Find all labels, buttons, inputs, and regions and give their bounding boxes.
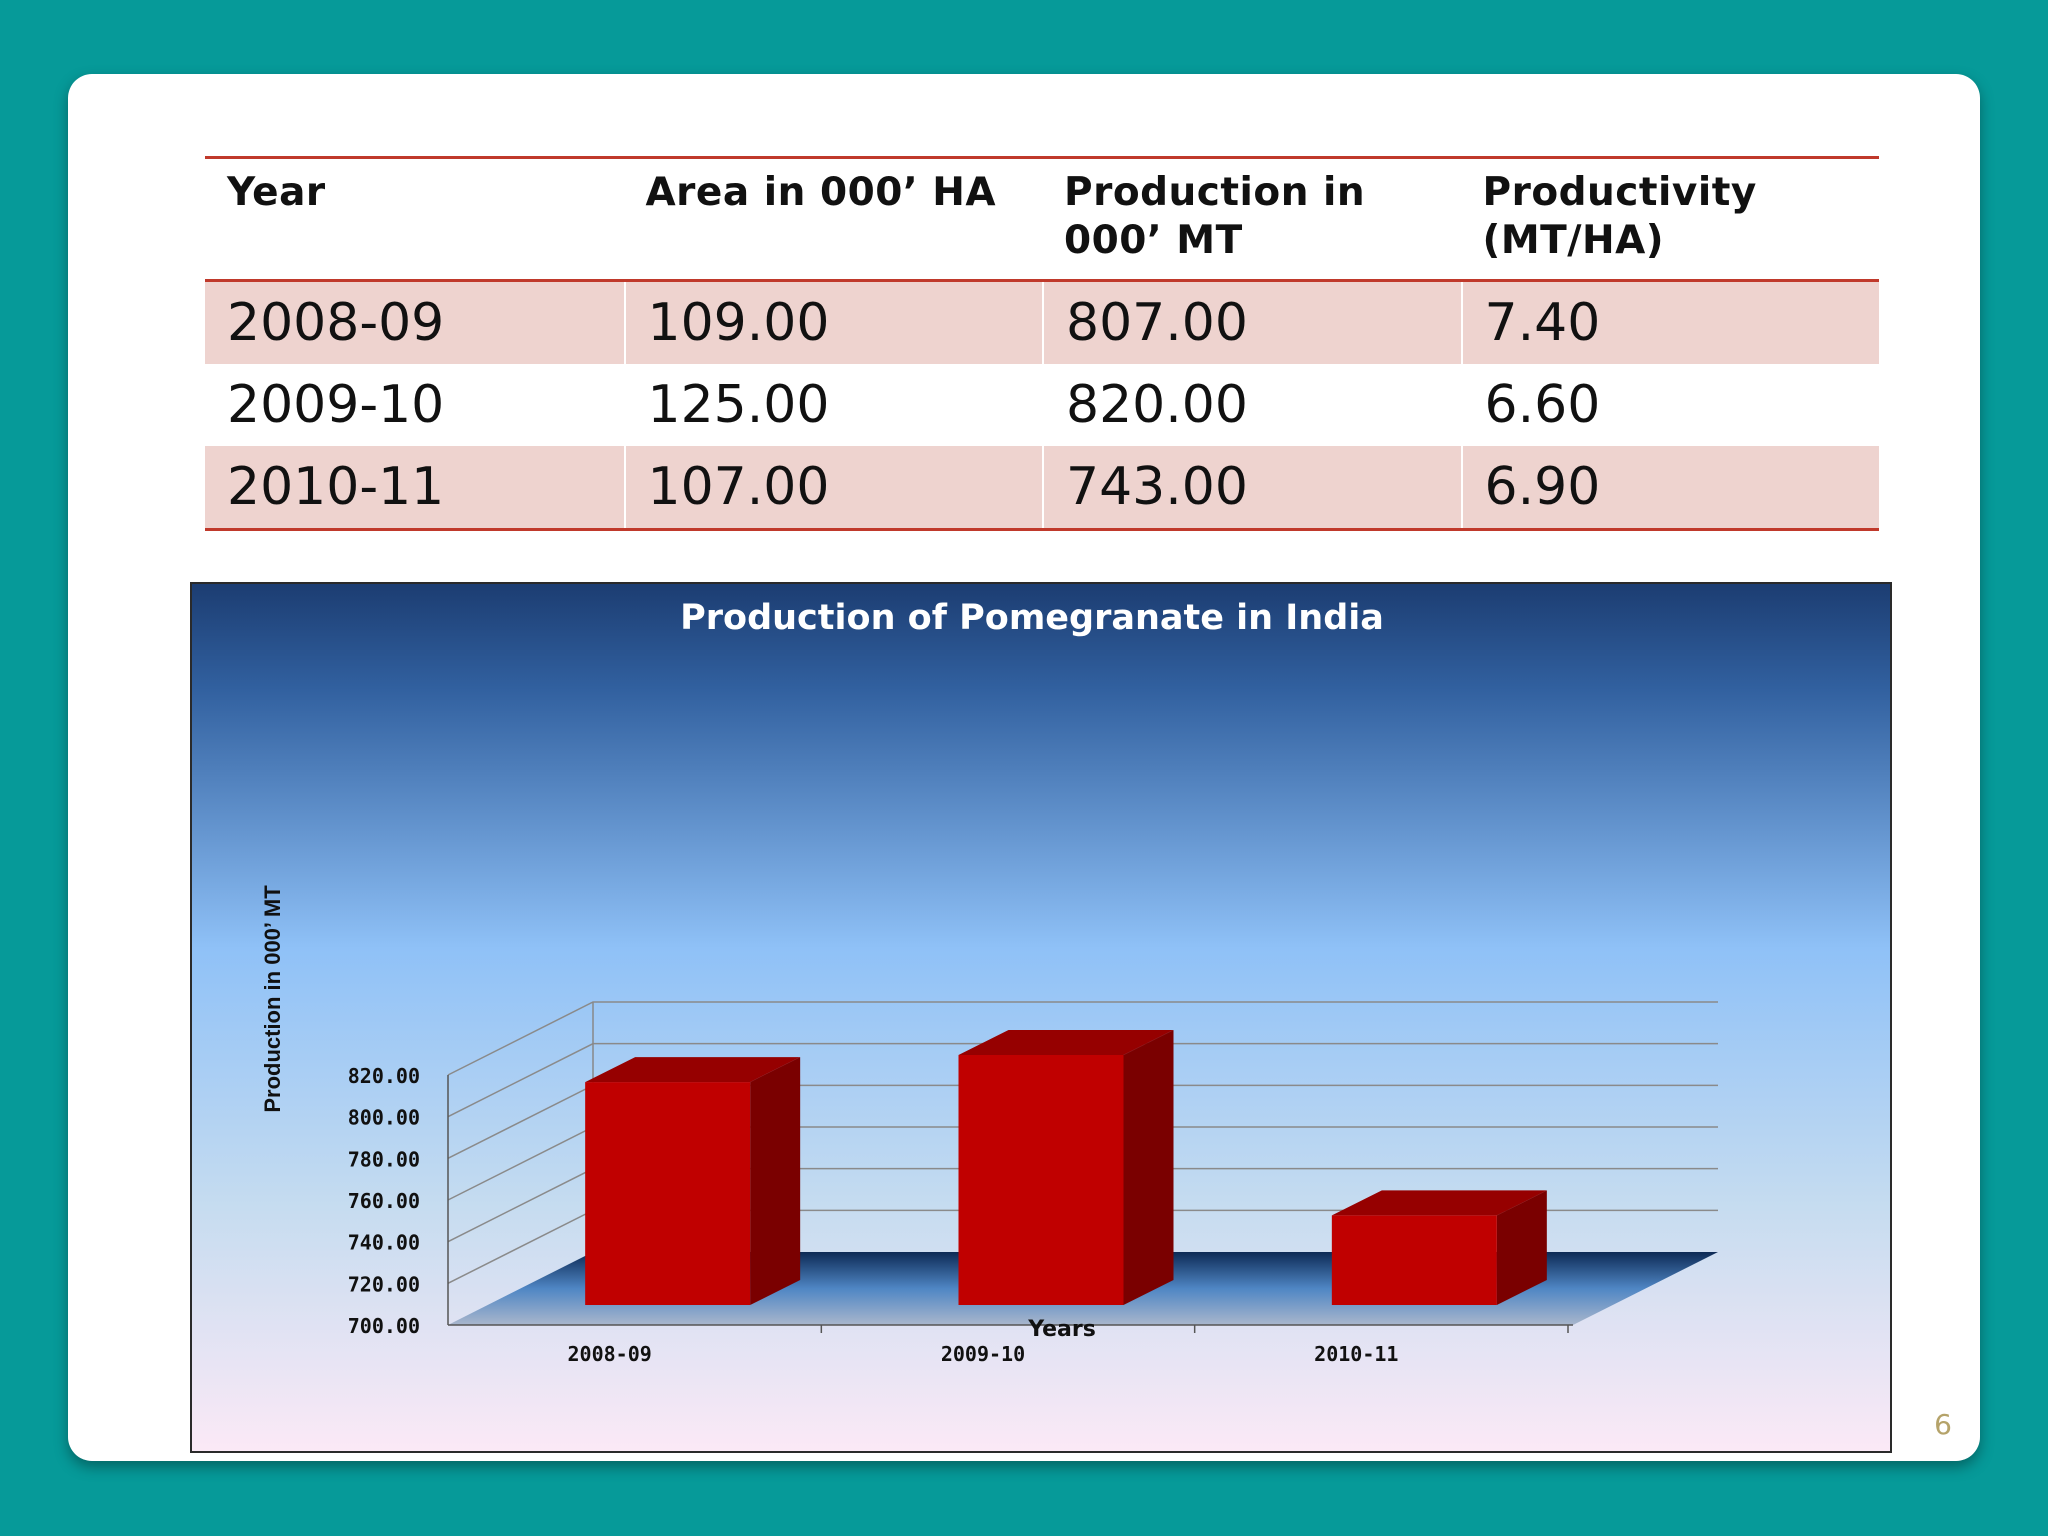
y-tick-label: 700.00 bbox=[348, 1314, 420, 1338]
bar-side bbox=[750, 1057, 801, 1305]
cell-productivity: 6.60 bbox=[1460, 364, 1879, 446]
header-productivity: Productivity (MT/HA) bbox=[1482, 170, 1757, 263]
production-table: Year Area in 000’ HA Production in 000’ … bbox=[205, 156, 1879, 531]
y-tick-label: 760.00 bbox=[348, 1189, 420, 1213]
bar-top bbox=[585, 1057, 801, 1083]
cell-productivity: 7.40 bbox=[1460, 282, 1879, 364]
x-tick-label: 2008-09 bbox=[568, 1342, 652, 1366]
bar-top bbox=[958, 1030, 1174, 1055]
bar-side bbox=[1496, 1190, 1547, 1305]
bar-top bbox=[1331, 1190, 1547, 1216]
table-header-row: Year Area in 000’ HA Production in 000’ … bbox=[205, 159, 1879, 282]
header-area: Area in 000’ HA bbox=[645, 170, 997, 215]
chart-title: Production of Pomegranate in India bbox=[680, 598, 1384, 638]
x-tick-label: 2010-11 bbox=[1314, 1342, 1398, 1366]
table-row: 2010-11 107.00 743.00 6.90 bbox=[205, 446, 1879, 528]
bars-layer bbox=[585, 1030, 1547, 1305]
cell-production: 807.00 bbox=[1042, 282, 1461, 364]
table-row: 2009-10 125.00 820.00 6.60 bbox=[205, 364, 1879, 446]
header-production: Production in 000’ MT bbox=[1064, 170, 1366, 263]
bar bbox=[958, 1055, 1124, 1305]
cell-productivity: 6.90 bbox=[1460, 446, 1879, 528]
y-tick-label: 780.00 bbox=[348, 1147, 420, 1171]
production-chart: 700.00 720.00 740.00 760.00 780.00 800.00 820.… bbox=[190, 582, 1892, 1453]
y-tick-label: 820.00 bbox=[348, 1064, 420, 1088]
slide: Year Area in 000’ HA Production in 000’ … bbox=[68, 74, 1980, 1461]
y-axis-title: Production in 000’ MT bbox=[260, 885, 285, 1113]
cell-year: 2008-09 bbox=[205, 282, 624, 364]
cell-production: 743.00 bbox=[1042, 446, 1461, 528]
cell-year: 2009-10 bbox=[205, 364, 624, 446]
table-row: 2008-09 109.00 807.00 7.40 bbox=[205, 282, 1879, 364]
page-number: 6 bbox=[1934, 1408, 1952, 1441]
bar-chart-svg: 700.00 720.00 740.00 760.00 780.00 800.00 820.… bbox=[192, 584, 1890, 1451]
bar bbox=[1331, 1215, 1497, 1305]
labels-layer: 700.00 720.00 740.00 760.00 780.00 800.00 820.… bbox=[348, 1064, 1399, 1366]
x-axis-title: Years bbox=[1027, 1317, 1096, 1342]
bar bbox=[585, 1082, 751, 1305]
cell-area: 107.00 bbox=[623, 446, 1042, 528]
x-tick-label: 2009-10 bbox=[941, 1342, 1025, 1366]
cell-production: 820.00 bbox=[1042, 364, 1461, 446]
header-year: Year bbox=[227, 170, 326, 215]
cell-area: 109.00 bbox=[623, 282, 1042, 364]
y-tick-label: 740.00 bbox=[348, 1231, 420, 1255]
y-tick-label: 720.00 bbox=[348, 1272, 420, 1296]
cell-year: 2010-11 bbox=[205, 446, 624, 528]
y-tick-label: 800.00 bbox=[348, 1106, 420, 1130]
cell-area: 125.00 bbox=[623, 364, 1042, 446]
bar-side bbox=[1123, 1030, 1174, 1305]
